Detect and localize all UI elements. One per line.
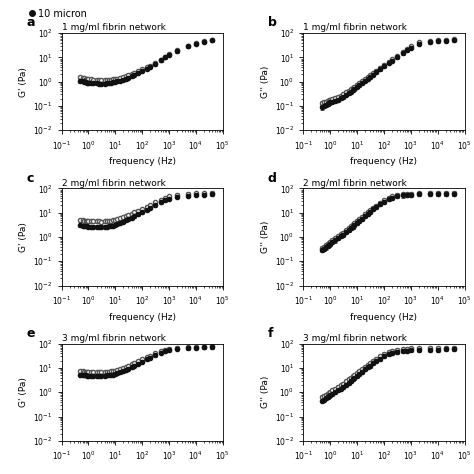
Y-axis label: G' (Pa): G' (Pa)	[19, 377, 28, 407]
Y-axis label: G'' (Pa): G'' (Pa)	[261, 65, 270, 98]
X-axis label: frequency (Hz): frequency (Hz)	[109, 312, 176, 321]
X-axis label: frequency (Hz): frequency (Hz)	[109, 157, 176, 166]
Text: c: c	[26, 172, 34, 184]
Text: e: e	[26, 327, 35, 340]
Text: 3 mg/ml fibrin network: 3 mg/ml fibrin network	[62, 334, 165, 343]
Text: 1 mg/ml fibrin network: 1 mg/ml fibrin network	[303, 23, 407, 32]
Text: 1 mg/ml fibrin network: 1 mg/ml fibrin network	[62, 23, 165, 32]
Text: a: a	[26, 16, 35, 29]
X-axis label: frequency (Hz): frequency (Hz)	[350, 312, 418, 321]
Text: d: d	[268, 172, 277, 184]
Text: 2 mg/ml fibrin network: 2 mg/ml fibrin network	[303, 179, 407, 188]
Text: 3 mg/ml fibrin network: 3 mg/ml fibrin network	[303, 334, 407, 343]
Text: b: b	[268, 16, 277, 29]
Text: 2 mg/ml fibrin network: 2 mg/ml fibrin network	[62, 179, 165, 188]
Y-axis label: G'' (Pa): G'' (Pa)	[261, 221, 270, 253]
Y-axis label: G' (Pa): G' (Pa)	[19, 67, 28, 97]
Y-axis label: G' (Pa): G' (Pa)	[19, 222, 28, 252]
Y-axis label: G'' (Pa): G'' (Pa)	[261, 376, 270, 409]
Legend: 10 micron: 10 micron	[24, 5, 91, 23]
Text: f: f	[268, 327, 273, 340]
X-axis label: frequency (Hz): frequency (Hz)	[350, 157, 418, 166]
